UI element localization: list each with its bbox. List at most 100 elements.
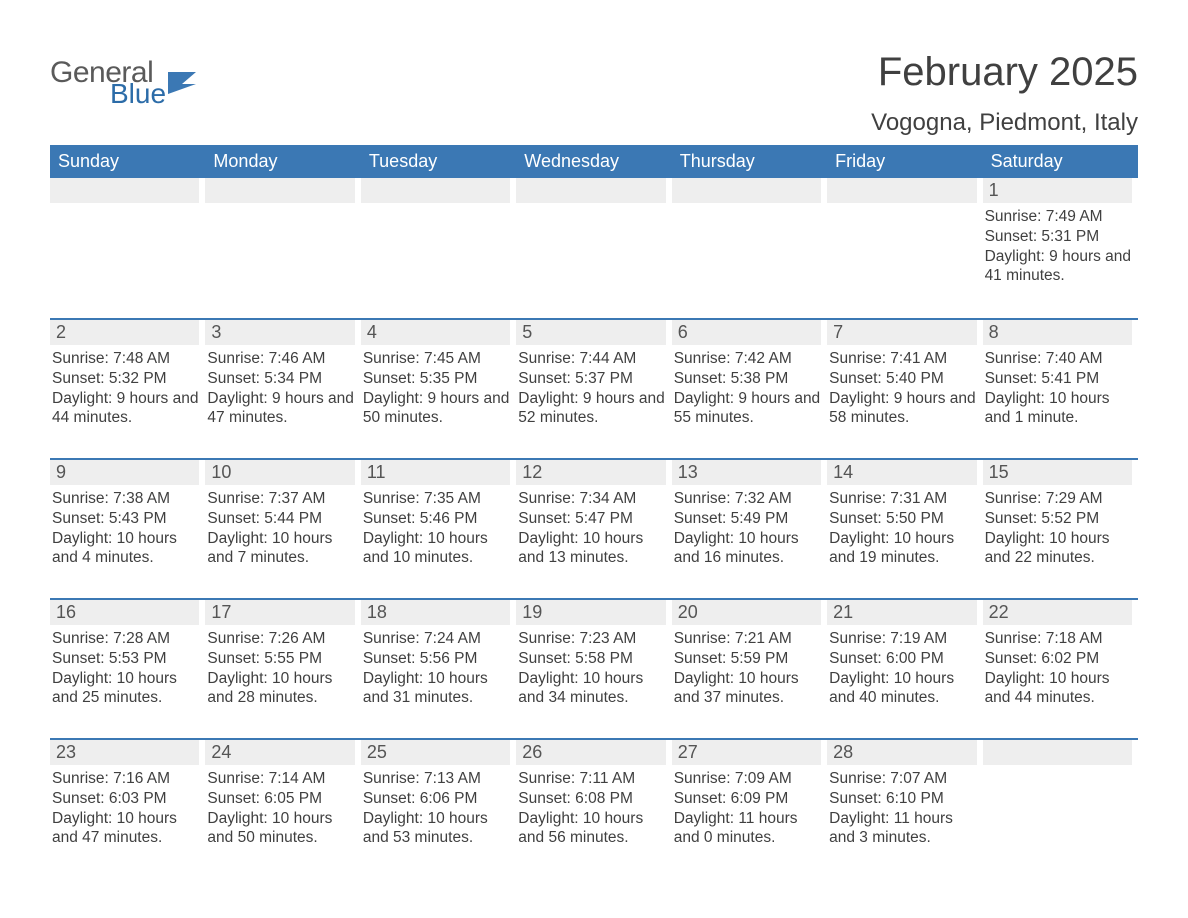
sunrise-text: Sunrise: 7:19 AM xyxy=(829,629,976,649)
day-details: Sunrise: 7:31 AMSunset: 5:50 PMDaylight:… xyxy=(827,489,976,568)
calendar-day: 17Sunrise: 7:26 AMSunset: 5:55 PMDayligh… xyxy=(205,600,360,724)
calendar-day xyxy=(827,178,982,304)
sunrise-text: Sunrise: 7:21 AM xyxy=(674,629,821,649)
day-details: Sunrise: 7:29 AMSunset: 5:52 PMDaylight:… xyxy=(983,489,1132,568)
sunrise-text: Sunrise: 7:37 AM xyxy=(207,489,354,509)
sunrise-text: Sunrise: 7:35 AM xyxy=(363,489,510,509)
daylight-text: Daylight: 9 hours and 41 minutes. xyxy=(985,247,1132,287)
sunset-text: Sunset: 5:38 PM xyxy=(674,369,821,389)
calendar-day xyxy=(983,740,1138,864)
day-number: 20 xyxy=(672,600,821,625)
sunset-text: Sunset: 6:02 PM xyxy=(985,649,1132,669)
daylight-text: Daylight: 10 hours and 25 minutes. xyxy=(52,669,199,709)
sunrise-text: Sunrise: 7:44 AM xyxy=(518,349,665,369)
calendar-week: 16 Sunrise: 7:28 AMSunset: 5:53 PMDayligh… xyxy=(50,598,1138,724)
day-number: 24 xyxy=(205,740,354,765)
calendar-day: 27Sunrise: 7:09 AMSunset: 6:09 PMDayligh… xyxy=(672,740,827,864)
calendar-day: 13 Sunrise: 7:32 AMSunset: 5:49 PMDayligh… xyxy=(672,460,827,584)
daylight-text: Daylight: 10 hours and 34 minutes. xyxy=(518,669,665,709)
sunset-text: Sunset: 5:41 PM xyxy=(985,369,1132,389)
calendar: SundayMondayTuesdayWednesdayThursdayFrid… xyxy=(50,145,1138,864)
sunset-text: Sunset: 5:49 PM xyxy=(674,509,821,529)
dow-cell: Sunday xyxy=(50,145,205,178)
day-number: 23 xyxy=(50,740,199,765)
calendar-day: 6 Sunrise: 7:42 AMSunset: 5:38 PMDaylight… xyxy=(672,320,827,444)
daylight-text: Daylight: 10 hours and 19 minutes. xyxy=(829,529,976,569)
daylight-text: Daylight: 10 hours and 28 minutes. xyxy=(207,669,354,709)
day-details: Sunrise: 7:34 AMSunset: 5:47 PMDaylight:… xyxy=(516,489,665,568)
day-details: Sunrise: 7:28 AMSunset: 5:53 PMDaylight:… xyxy=(50,629,199,708)
day-number xyxy=(672,178,821,203)
dow-cell: Friday xyxy=(827,145,982,178)
sunrise-text: Sunrise: 7:26 AM xyxy=(207,629,354,649)
calendar-day: 8 Sunrise: 7:40 AMSunset: 5:41 PMDaylight… xyxy=(983,320,1138,444)
calendar-day xyxy=(50,178,205,304)
day-details: Sunrise: 7:37 AMSunset: 5:44 PMDaylight:… xyxy=(205,489,354,568)
sunrise-text: Sunrise: 7:49 AM xyxy=(985,207,1132,227)
sunset-text: Sunset: 5:35 PM xyxy=(363,369,510,389)
daylight-text: Daylight: 9 hours and 58 minutes. xyxy=(829,389,976,429)
calendar-day: 3Sunrise: 7:46 AMSunset: 5:34 PMDaylight… xyxy=(205,320,360,444)
day-details: Sunrise: 7:23 AMSunset: 5:58 PMDaylight:… xyxy=(516,629,665,708)
day-number: 9 xyxy=(50,460,199,485)
day-details: Sunrise: 7:40 AMSunset: 5:41 PMDaylight:… xyxy=(983,349,1132,428)
sunset-text: Sunset: 5:55 PM xyxy=(207,649,354,669)
day-details: Sunrise: 7:44 AMSunset: 5:37 PMDaylight:… xyxy=(516,349,665,428)
sunset-text: Sunset: 6:10 PM xyxy=(829,789,976,809)
sunset-text: Sunset: 5:47 PM xyxy=(518,509,665,529)
sunrise-text: Sunrise: 7:09 AM xyxy=(674,769,821,789)
calendar-week: 1Sunrise: 7:49 AMSunset: 5:31 PMDaylight… xyxy=(50,178,1138,304)
day-number xyxy=(983,740,1132,765)
calendar-day: 20Sunrise: 7:21 AMSunset: 5:59 PMDayligh… xyxy=(672,600,827,724)
calendar-day: 2Sunrise: 7:48 AMSunset: 5:32 PMDaylight… xyxy=(50,320,205,444)
day-details: Sunrise: 7:11 AMSunset: 6:08 PMDaylight:… xyxy=(516,769,665,848)
day-number: 13 xyxy=(672,460,821,485)
location-label: Vogogna, Piedmont, Italy xyxy=(871,109,1138,137)
calendar-day: 15Sunrise: 7:29 AMSunset: 5:52 PMDayligh… xyxy=(983,460,1138,584)
daylight-text: Daylight: 10 hours and 10 minutes. xyxy=(363,529,510,569)
sunrise-text: Sunrise: 7:42 AM xyxy=(674,349,821,369)
day-details: Sunrise: 7:32 AMSunset: 5:49 PMDaylight:… xyxy=(672,489,821,568)
dow-cell: Thursday xyxy=(672,145,827,178)
day-number: 11 xyxy=(361,460,510,485)
daylight-text: Daylight: 10 hours and 31 minutes. xyxy=(363,669,510,709)
sunset-text: Sunset: 5:31 PM xyxy=(985,227,1132,247)
daylight-text: Daylight: 9 hours and 55 minutes. xyxy=(674,389,821,429)
calendar-week: 9 Sunrise: 7:38 AMSunset: 5:43 PMDaylight… xyxy=(50,458,1138,584)
day-details: Sunrise: 7:18 AMSunset: 6:02 PMDaylight:… xyxy=(983,629,1132,708)
day-number: 26 xyxy=(516,740,665,765)
sunset-text: Sunset: 5:32 PM xyxy=(52,369,199,389)
sunset-text: Sunset: 5:52 PM xyxy=(985,509,1132,529)
logo-word-blue: Blue xyxy=(50,82,166,106)
sunrise-text: Sunrise: 7:16 AM xyxy=(52,769,199,789)
daylight-text: Daylight: 10 hours and 37 minutes. xyxy=(674,669,821,709)
daylight-text: Daylight: 9 hours and 47 minutes. xyxy=(207,389,354,429)
day-details: Sunrise: 7:16 AMSunset: 6:03 PMDaylight:… xyxy=(50,769,199,848)
calendar-day: 4Sunrise: 7:45 AMSunset: 5:35 PMDaylight… xyxy=(361,320,516,444)
daylight-text: Daylight: 10 hours and 47 minutes. xyxy=(52,809,199,849)
daylight-text: Daylight: 10 hours and 13 minutes. xyxy=(518,529,665,569)
daylight-text: Daylight: 11 hours and 3 minutes. xyxy=(829,809,976,849)
sunrise-text: Sunrise: 7:18 AM xyxy=(985,629,1132,649)
logo-text: General Blue xyxy=(50,60,166,105)
sunset-text: Sunset: 5:58 PM xyxy=(518,649,665,669)
header: General Blue February 2025 Vogogna, Pied… xyxy=(50,50,1138,137)
daylight-text: Daylight: 10 hours and 56 minutes. xyxy=(518,809,665,849)
day-number: 10 xyxy=(205,460,354,485)
day-details: Sunrise: 7:38 AMSunset: 5:43 PMDaylight:… xyxy=(50,489,199,568)
calendar-day: 18Sunrise: 7:24 AMSunset: 5:56 PMDayligh… xyxy=(361,600,516,724)
day-number: 8 xyxy=(983,320,1132,345)
day-number: 16 xyxy=(50,600,199,625)
day-number: 6 xyxy=(672,320,821,345)
day-details: Sunrise: 7:09 AMSunset: 6:09 PMDaylight:… xyxy=(672,769,821,848)
sunrise-text: Sunrise: 7:40 AM xyxy=(985,349,1132,369)
dow-cell: Saturday xyxy=(983,145,1138,178)
dow-cell: Wednesday xyxy=(516,145,671,178)
sunrise-text: Sunrise: 7:24 AM xyxy=(363,629,510,649)
sunset-text: Sunset: 6:08 PM xyxy=(518,789,665,809)
calendar-day: 23 Sunrise: 7:16 AMSunset: 6:03 PMDayligh… xyxy=(50,740,205,864)
calendar-week: 2Sunrise: 7:48 AMSunset: 5:32 PMDaylight… xyxy=(50,318,1138,444)
daylight-text: Daylight: 10 hours and 53 minutes. xyxy=(363,809,510,849)
sunrise-text: Sunrise: 7:28 AM xyxy=(52,629,199,649)
calendar-day xyxy=(361,178,516,304)
